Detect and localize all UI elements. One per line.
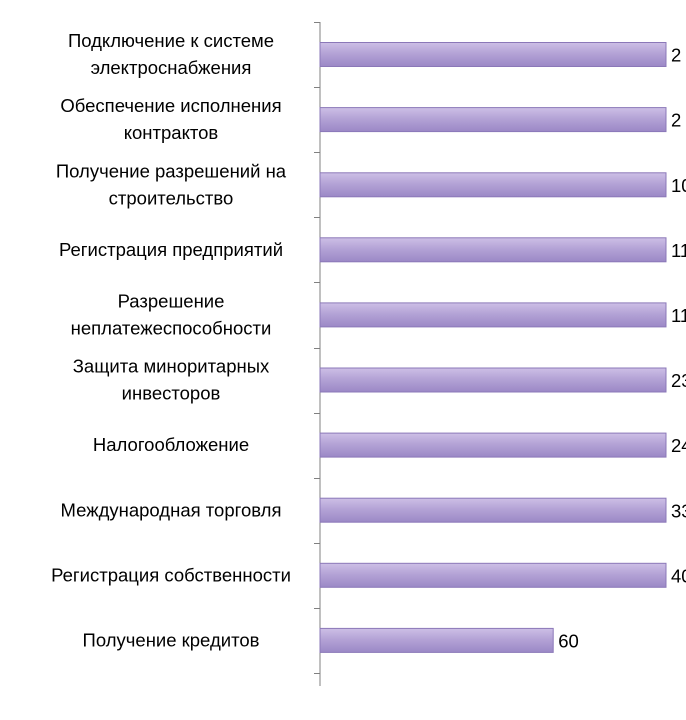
category-label: Защита миноритарных инвесторов bbox=[73, 356, 270, 404]
value-labels: 2 2 10 11 11 23 24 33 40 60 bbox=[558, 45, 686, 652]
bar bbox=[319, 302, 667, 328]
category-labels: Подключение к системе электроснабжения Обе… bbox=[51, 30, 291, 650]
bar bbox=[319, 367, 667, 393]
bar bbox=[319, 562, 667, 588]
data-label: 10 bbox=[671, 175, 686, 196]
data-label: 24 bbox=[671, 435, 686, 456]
bars bbox=[319, 42, 667, 653]
bar bbox=[319, 107, 667, 133]
bar bbox=[319, 237, 667, 263]
data-label: 23 bbox=[671, 370, 686, 391]
bar bbox=[319, 172, 667, 198]
data-label: 33 bbox=[671, 500, 686, 521]
bar bbox=[319, 627, 554, 653]
category-label: Получение кредитов bbox=[83, 629, 260, 650]
bar bbox=[319, 497, 667, 523]
bar bbox=[319, 42, 667, 67]
category-label: Разрешение неплатежеспособности bbox=[71, 290, 272, 338]
category-label: Регистрация собственности bbox=[51, 564, 291, 585]
category-axis bbox=[314, 22, 321, 686]
bar bbox=[319, 432, 667, 458]
data-label: 11 bbox=[671, 240, 686, 261]
data-label: 2 bbox=[671, 45, 681, 66]
category-label: Подключение к системе электроснабжения bbox=[68, 30, 274, 78]
category-label: Регистрация предприятий bbox=[59, 239, 283, 260]
data-label: 40 bbox=[671, 565, 686, 586]
data-label: 60 bbox=[558, 630, 579, 651]
data-label: 11 bbox=[671, 305, 686, 326]
category-label: Обеспечение исполнения контрактов bbox=[60, 95, 281, 143]
category-label: Налогообложение bbox=[93, 434, 249, 455]
data-label: 2 bbox=[671, 110, 681, 131]
category-label: Получение разрешений на строительство bbox=[56, 160, 287, 208]
category-label: Международная торговля bbox=[61, 499, 282, 520]
